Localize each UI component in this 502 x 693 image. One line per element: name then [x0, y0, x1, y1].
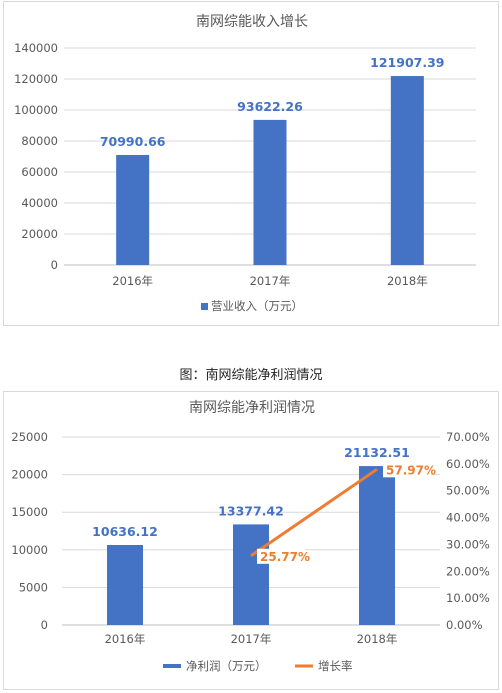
line-value-label: 25.77% — [260, 550, 310, 564]
y-tick-label: 140000 — [14, 41, 58, 55]
legend-swatch-revenue — [201, 303, 208, 310]
y2-tick-label: 60.00% — [446, 457, 490, 471]
y-tick-label: 25000 — [11, 430, 48, 444]
y-tick-label: 80000 — [21, 134, 58, 148]
chart-title: 南网综能净利润情况 — [189, 400, 315, 416]
bar-2017 — [253, 119, 287, 265]
bar-value-label: 70990.66 — [100, 134, 166, 149]
line-label-background — [383, 462, 431, 478]
net-profit-chart-panel: 南网综能净利润情况 0 5000 10000 15000 20000 25000 0.00… — [3, 391, 499, 690]
bar-2016 — [116, 154, 150, 265]
y-tick-label: 20000 — [11, 468, 48, 482]
x-tick-label: 2016年 — [112, 274, 153, 288]
line-value-label: 57.97% — [386, 463, 436, 477]
bar-value-label: 10636.12 — [92, 524, 158, 539]
y2-tick-label: 0.00% — [446, 618, 483, 632]
legend-label-growth-rate: 增长率 — [318, 659, 353, 673]
bar-2016 — [107, 545, 143, 625]
y2-tick-label: 30.00% — [446, 537, 490, 551]
net-profit-chart: 南网综能净利润情况 0 5000 10000 15000 20000 25000 0.00… — [11, 400, 490, 673]
revenue-chart: 南网综能收入增长 0 20000 40000 60000 80000 100000 1200… — [14, 14, 476, 313]
bar-value-label: 21132.51 — [344, 445, 410, 460]
figure-caption: 图：南网综能净利润情况 — [179, 368, 323, 383]
bar-2017 — [233, 524, 269, 625]
legend-swatch-net-profit — [163, 664, 181, 668]
bar-2018 — [390, 76, 424, 265]
y-tick-label: 100000 — [14, 103, 58, 117]
x-tick-label: 2018年 — [357, 632, 398, 646]
y-tick-label: 5000 — [19, 580, 48, 594]
y2-tick-label: 70.00% — [446, 430, 490, 444]
bar-value-label: 13377.42 — [218, 503, 284, 518]
legend-label-net-profit: 净利润（万元） — [186, 659, 267, 673]
y-tick-label: 0 — [51, 258, 58, 272]
line-label-background — [257, 548, 305, 564]
growth-rate-line — [250, 468, 378, 558]
y-tick-label: 60000 — [21, 165, 58, 179]
y2-tick-label: 20.00% — [446, 564, 490, 578]
x-tick-label: 2018年 — [387, 274, 428, 288]
legend-label-revenue: 营业收入（万元） — [211, 299, 303, 313]
y-tick-label: 10000 — [11, 543, 48, 557]
bar-value-label: 121907.39 — [370, 55, 444, 70]
x-tick-label: 2017年 — [250, 274, 291, 288]
y-tick-label: 0 — [41, 618, 48, 632]
y2-tick-label: 50.00% — [446, 484, 490, 498]
x-tick-label: 2017年 — [231, 632, 272, 646]
y-tick-label: 120000 — [14, 72, 58, 86]
revenue-chart-panel: 南网综能收入增长 0 20000 40000 60000 80000 100000 1200… — [3, 1, 499, 326]
x-tick-label: 2016年 — [105, 632, 146, 646]
bar-value-label: 93622.26 — [237, 99, 303, 114]
y-tick-label: 40000 — [21, 196, 58, 210]
bar-2018 — [359, 466, 395, 625]
y-tick-label: 15000 — [11, 505, 48, 519]
y-tick-label: 20000 — [21, 227, 58, 241]
y2-tick-label: 10.00% — [446, 591, 490, 605]
y2-tick-label: 40.00% — [446, 511, 490, 525]
chart-title: 南网综能收入增长 — [196, 14, 308, 30]
